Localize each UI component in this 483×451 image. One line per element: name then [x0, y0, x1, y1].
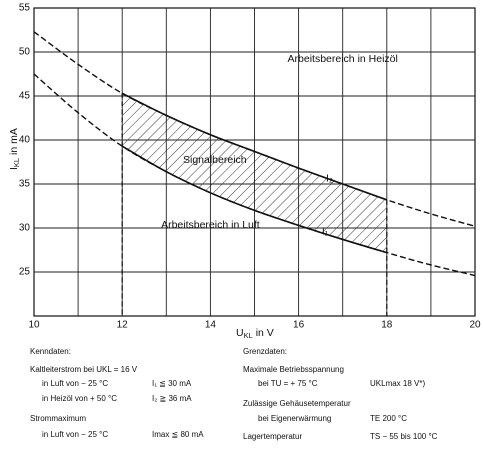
spec-label: Zulässige Gehäusetemperatur [243, 399, 351, 408]
y-tick-label: 35 [19, 179, 31, 190]
x-tick-label: 10 [28, 320, 40, 331]
y-tick-label: 25 [19, 267, 31, 278]
spec-label: Strommaximum [30, 414, 86, 423]
y-axis-label: IKL in mA [8, 128, 21, 170]
y-tick-label: 50 [19, 47, 31, 58]
spec-value: I₂ ≧ 36 mA [152, 394, 192, 403]
annotation: Arbeitsbereich in Heizöl [288, 53, 398, 65]
y-tick-label: 45 [19, 91, 31, 102]
y-tick-label: 30 [19, 223, 31, 234]
spec-label: Maximale Betriebsspannung [243, 365, 344, 374]
spec-label: bei TU = + 75 °C [258, 379, 318, 388]
plot-frame [33, 7, 476, 317]
spec-label: in Luft von − 25 °C [42, 430, 108, 439]
curve-solid-section [121, 145, 388, 254]
spec-label: bei Eigenerwärmung [258, 414, 331, 423]
annotation: I₁ [322, 225, 329, 237]
x-axis-label-sub: KL [244, 331, 253, 340]
spec-value: UKLmax 18 V*) [370, 379, 425, 388]
y-axis-label-main: I [8, 167, 20, 170]
x-tick-label: 18 [381, 320, 393, 331]
annotation: Arbeitsbereich in Luft [161, 219, 260, 231]
x-tick-label: 16 [293, 320, 305, 331]
curve-solid-section [121, 92, 388, 201]
annotation: I₂ [326, 173, 333, 185]
x-tick-label: 12 [117, 320, 129, 331]
spec-label: in Luft von − 25 °C [42, 379, 108, 388]
spec-value: TS − 55 bis 100 °C [370, 432, 438, 441]
y-tick-label: 55 [19, 3, 31, 14]
spec-label: Kaltleiterstrom bei UKL = 16 V [30, 365, 138, 374]
spec-value: I₁ ≦ 30 mA [152, 379, 192, 388]
spec-label: Lagertemperatur [243, 432, 302, 441]
spec-title: Grenzdaten: [243, 347, 287, 356]
x-tick-label: 14 [205, 320, 217, 331]
y-tick-label: 40 [19, 135, 31, 146]
x-axis-label: UKL in V [236, 327, 274, 340]
y-axis-label-sub: KL [12, 158, 21, 167]
spec-value: TE 200 °C [370, 414, 407, 423]
annotation: Signalbereich [183, 154, 247, 166]
x-tick-label: 20 [469, 320, 481, 331]
x-axis-label-tail: in V [253, 327, 274, 339]
spec-label: in Heizöl von + 50 °C [42, 394, 117, 403]
x-axis-label-main: U [236, 327, 244, 339]
spec-value: Imax ≦ 80 mA [152, 430, 204, 439]
spec-title: Kenndaten: [30, 347, 71, 356]
y-axis-label-tail: in mA [8, 128, 20, 158]
